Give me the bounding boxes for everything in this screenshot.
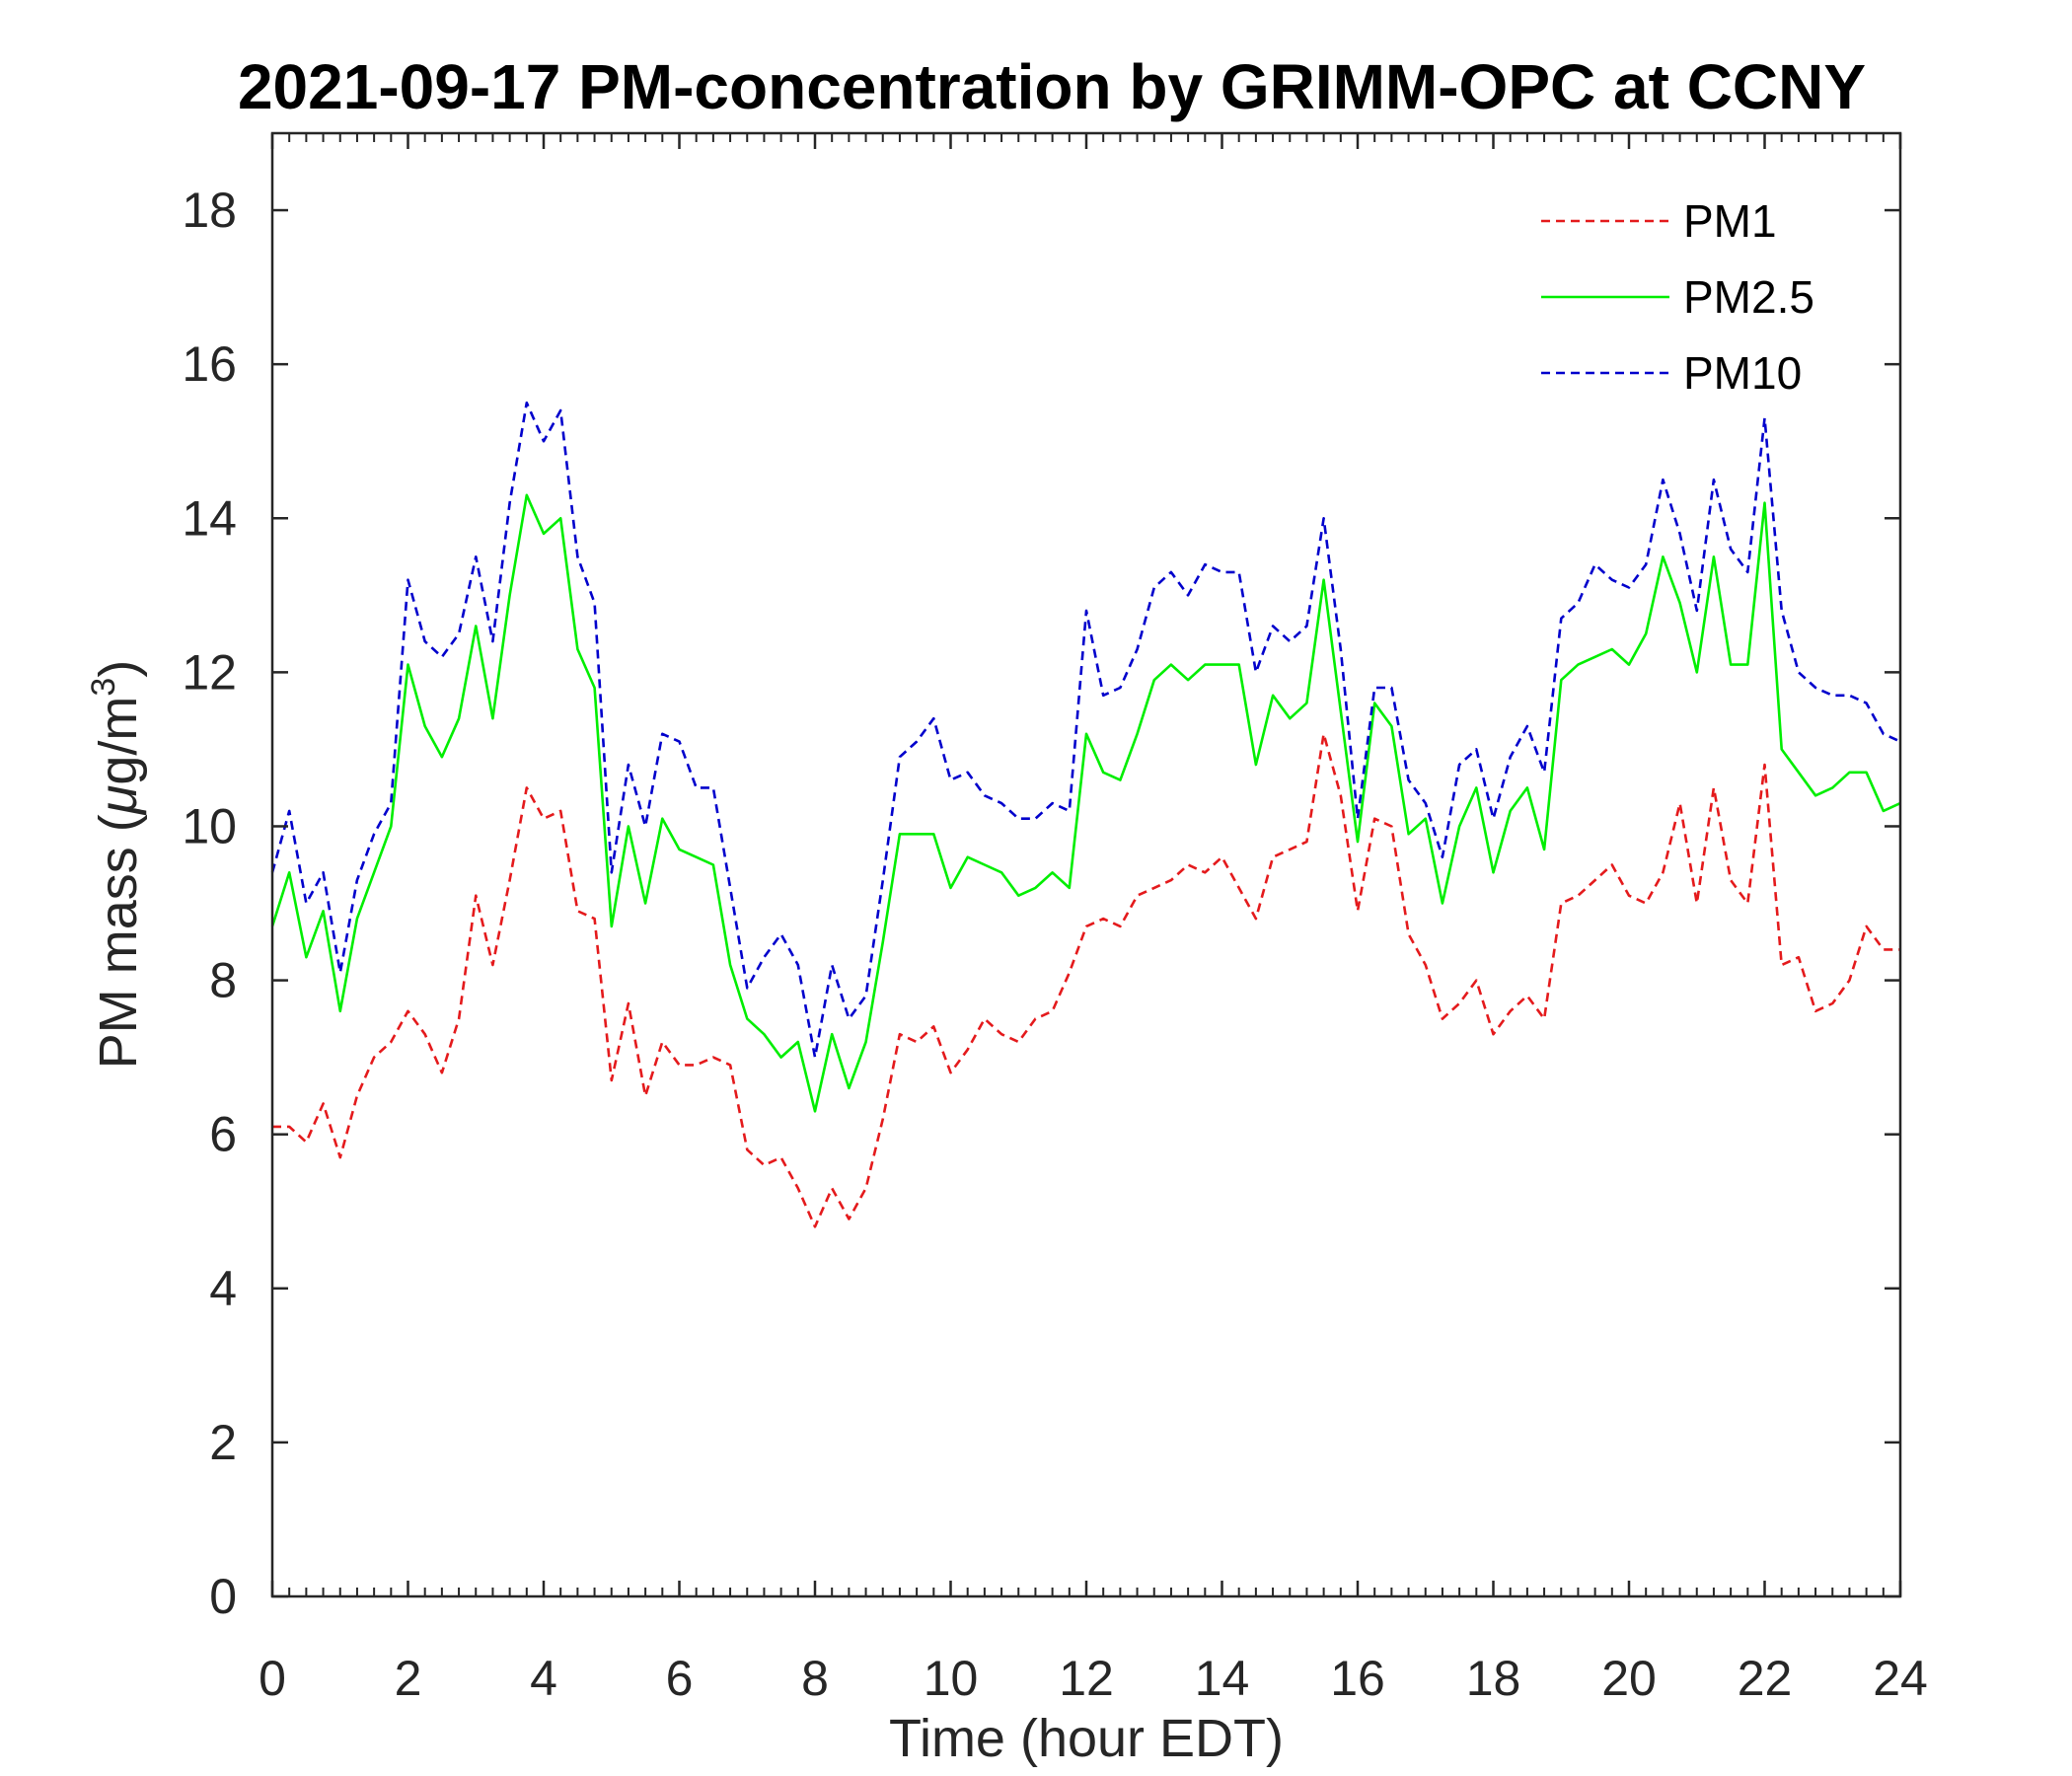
y-axis-label-main: PM mass ( (89, 814, 148, 1069)
x-tick-label: 4 (530, 1651, 557, 1706)
y-tick-label: 16 (182, 336, 237, 392)
y-axis-label: PM mass (μg/m3) (85, 660, 148, 1070)
x-axis-label: Time (hour EDT) (889, 1709, 1284, 1768)
y-tick-label: 12 (182, 644, 237, 700)
y-axis-label-mu: μ (89, 785, 148, 817)
x-tick-label: 24 (1873, 1651, 1928, 1706)
x-tick-label: 12 (1059, 1651, 1114, 1706)
legend: PM1 PM2.5 PM10 (1541, 195, 1814, 399)
x-tick-label: 10 (924, 1651, 979, 1706)
y-tick-label: 0 (209, 1569, 237, 1624)
y-tick-label: 4 (209, 1261, 237, 1316)
x-tick-label: 6 (666, 1651, 694, 1706)
plot-area (270, 131, 1902, 1598)
x-tick-label: 20 (1601, 1651, 1657, 1706)
legend-label: PM10 (1683, 347, 1802, 399)
y-axis-label-sup: 3 (85, 678, 122, 697)
major-ticks (270, 133, 1902, 1598)
y-axis-label-unit: g/m (89, 697, 148, 785)
y-tick-label: 8 (209, 953, 237, 1008)
y-tick-label: 6 (209, 1107, 237, 1162)
x-tick-label: 8 (801, 1651, 829, 1706)
y-tick-label: 2 (209, 1415, 237, 1470)
x-tick-label: 16 (1330, 1651, 1385, 1706)
series-line-pm2-5 (270, 493, 1901, 1113)
y-tick-labels: 0 2 4 6 8 10 12 14 16 18 (182, 183, 237, 1624)
y-axis-label-close: ) (89, 660, 148, 678)
chart-title: 2021-09-17 PM-concentration by GRIMM-OPC… (238, 51, 1866, 122)
x-tick-label: 2 (395, 1651, 422, 1706)
x-tick-labels: 0 2 4 6 8 10 12 14 16 18 20 22 24 (259, 1651, 1928, 1706)
axes-frame (270, 131, 1902, 1598)
series-layer (270, 401, 1901, 1228)
x-tick-label: 0 (259, 1651, 286, 1706)
minor-ticks (288, 133, 1885, 1596)
y-tick-label: 18 (182, 183, 237, 238)
legend-label: PM2.5 (1683, 271, 1814, 323)
x-tick-label: 14 (1195, 1651, 1250, 1706)
y-tick-label: 14 (182, 490, 237, 546)
series-line-pm1 (272, 732, 1900, 1228)
x-tick-label: 22 (1738, 1651, 1793, 1706)
x-tick-label: 18 (1466, 1651, 1521, 1706)
legend-label: PM1 (1683, 195, 1777, 247)
y-tick-label: 10 (182, 798, 237, 853)
series-line-pm10 (270, 401, 1901, 1059)
